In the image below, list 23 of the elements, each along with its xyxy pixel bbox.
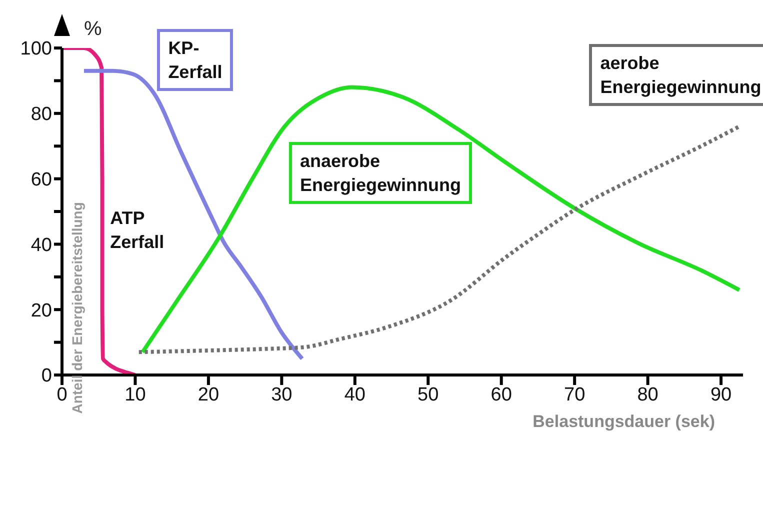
series-label: KP- Zerfall xyxy=(168,37,222,84)
y-tick-label: 60 xyxy=(30,170,52,191)
y-tick-label: 80 xyxy=(30,104,52,126)
series-label: ATP Zerfall xyxy=(110,206,164,254)
series-label: anaerobe Energiegewinnung xyxy=(300,150,462,198)
y-tick-label: 20 xyxy=(30,300,52,322)
y-tick-label: 40 xyxy=(30,234,52,256)
y-tick-label: 0 xyxy=(41,366,52,387)
text: % xyxy=(84,18,102,41)
x-axis-title: Belastungsdauer (sek) xyxy=(532,412,715,431)
x-tick-label: 50 xyxy=(418,384,439,406)
x-tick-label: 70 xyxy=(564,384,586,406)
y-tick-label: 100 xyxy=(20,38,52,60)
x-tick-label: 10 xyxy=(124,384,146,406)
x-tick-label: 40 xyxy=(344,384,366,406)
x-tick-label: 60 xyxy=(490,384,512,406)
x-tick-label: 30 xyxy=(271,384,292,406)
x-tick-label: 0 xyxy=(56,384,68,406)
x-tick-label: 80 xyxy=(637,384,658,406)
text: aerobe Energiegewinnung xyxy=(600,52,762,100)
y-axis-title: Anteil der Energiebereitstellung xyxy=(69,202,85,414)
x-tick-label: 20 xyxy=(198,384,220,406)
x-tick-label: 90 xyxy=(710,384,732,406)
